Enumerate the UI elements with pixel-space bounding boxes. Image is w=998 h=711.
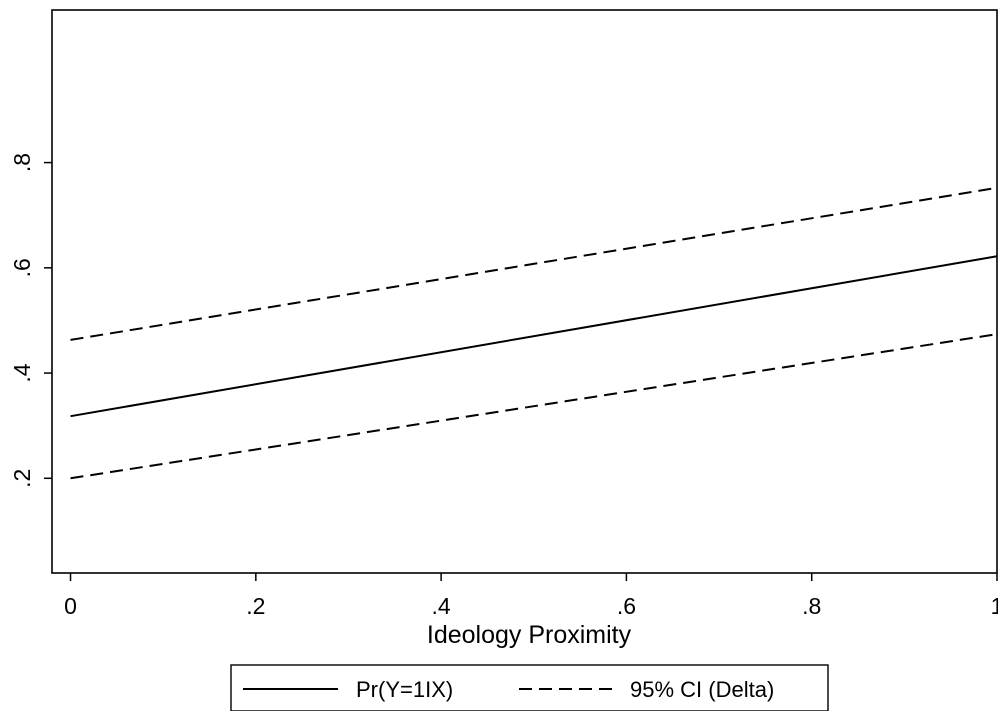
y-tick-label: .8 — [9, 153, 35, 172]
y-axis: .2 .4 .6 .8 — [9, 153, 52, 488]
y-tick-label: .4 — [9, 363, 35, 382]
legend-label-0: Pr(Y=1IX) — [356, 677, 453, 702]
x-axis: 0 .2 .4 .6 .8 1 — [64, 573, 998, 619]
plot-frame — [51, 9, 998, 574]
x-tick-label: 1 — [991, 593, 998, 619]
legend-label-1: 95% CI (Delta) — [630, 677, 774, 702]
legend-box — [230, 664, 829, 711]
prediction-line — [70, 255, 998, 418]
series-layer — [70, 186, 998, 480]
y-tick-label: .2 — [9, 469, 35, 488]
legend: Pr(Y=1IX) 95% CI (Delta) — [230, 664, 829, 711]
x-tick-label: .8 — [802, 593, 821, 619]
y-tick-label: .6 — [9, 258, 35, 277]
ci-line-1 — [70, 186, 998, 341]
x-tick-label: .2 — [246, 593, 265, 619]
x-tick-label: 0 — [64, 593, 77, 619]
ci-line-2 — [70, 333, 998, 480]
x-tick-label: .6 — [617, 593, 636, 619]
x-tick-label: .4 — [432, 593, 451, 619]
x-axis-title: Ideology Proximity — [427, 621, 632, 649]
